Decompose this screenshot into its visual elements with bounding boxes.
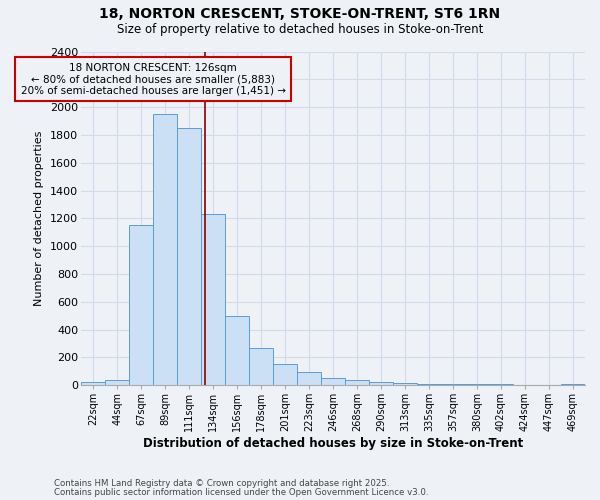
X-axis label: Distribution of detached houses by size in Stoke-on-Trent: Distribution of detached houses by size … <box>143 437 523 450</box>
Text: Contains public sector information licensed under the Open Government Licence v3: Contains public sector information licen… <box>54 488 428 497</box>
Bar <box>321 378 345 385</box>
Bar <box>441 384 465 385</box>
Bar <box>225 316 249 385</box>
Bar <box>81 382 105 385</box>
Bar <box>345 380 369 385</box>
Bar <box>489 384 513 385</box>
Bar <box>393 383 417 385</box>
Text: 18 NORTON CRESCENT: 126sqm
← 80% of detached houses are smaller (5,883)
20% of s: 18 NORTON CRESCENT: 126sqm ← 80% of deta… <box>20 62 286 96</box>
Bar <box>369 382 393 385</box>
Bar <box>177 128 201 385</box>
Text: 18, NORTON CRESCENT, STOKE-ON-TRENT, ST6 1RN: 18, NORTON CRESCENT, STOKE-ON-TRENT, ST6… <box>100 8 500 22</box>
Text: Contains HM Land Registry data © Crown copyright and database right 2025.: Contains HM Land Registry data © Crown c… <box>54 479 389 488</box>
Bar <box>297 372 321 385</box>
Y-axis label: Number of detached properties: Number of detached properties <box>34 130 44 306</box>
Bar <box>417 384 441 385</box>
Bar <box>201 214 225 385</box>
Bar <box>465 384 489 385</box>
Bar <box>249 348 273 385</box>
Bar <box>129 226 153 385</box>
Text: Size of property relative to detached houses in Stoke-on-Trent: Size of property relative to detached ho… <box>117 22 483 36</box>
Bar <box>153 114 177 385</box>
Bar <box>105 380 129 385</box>
Bar <box>273 364 297 385</box>
Bar <box>561 384 585 385</box>
